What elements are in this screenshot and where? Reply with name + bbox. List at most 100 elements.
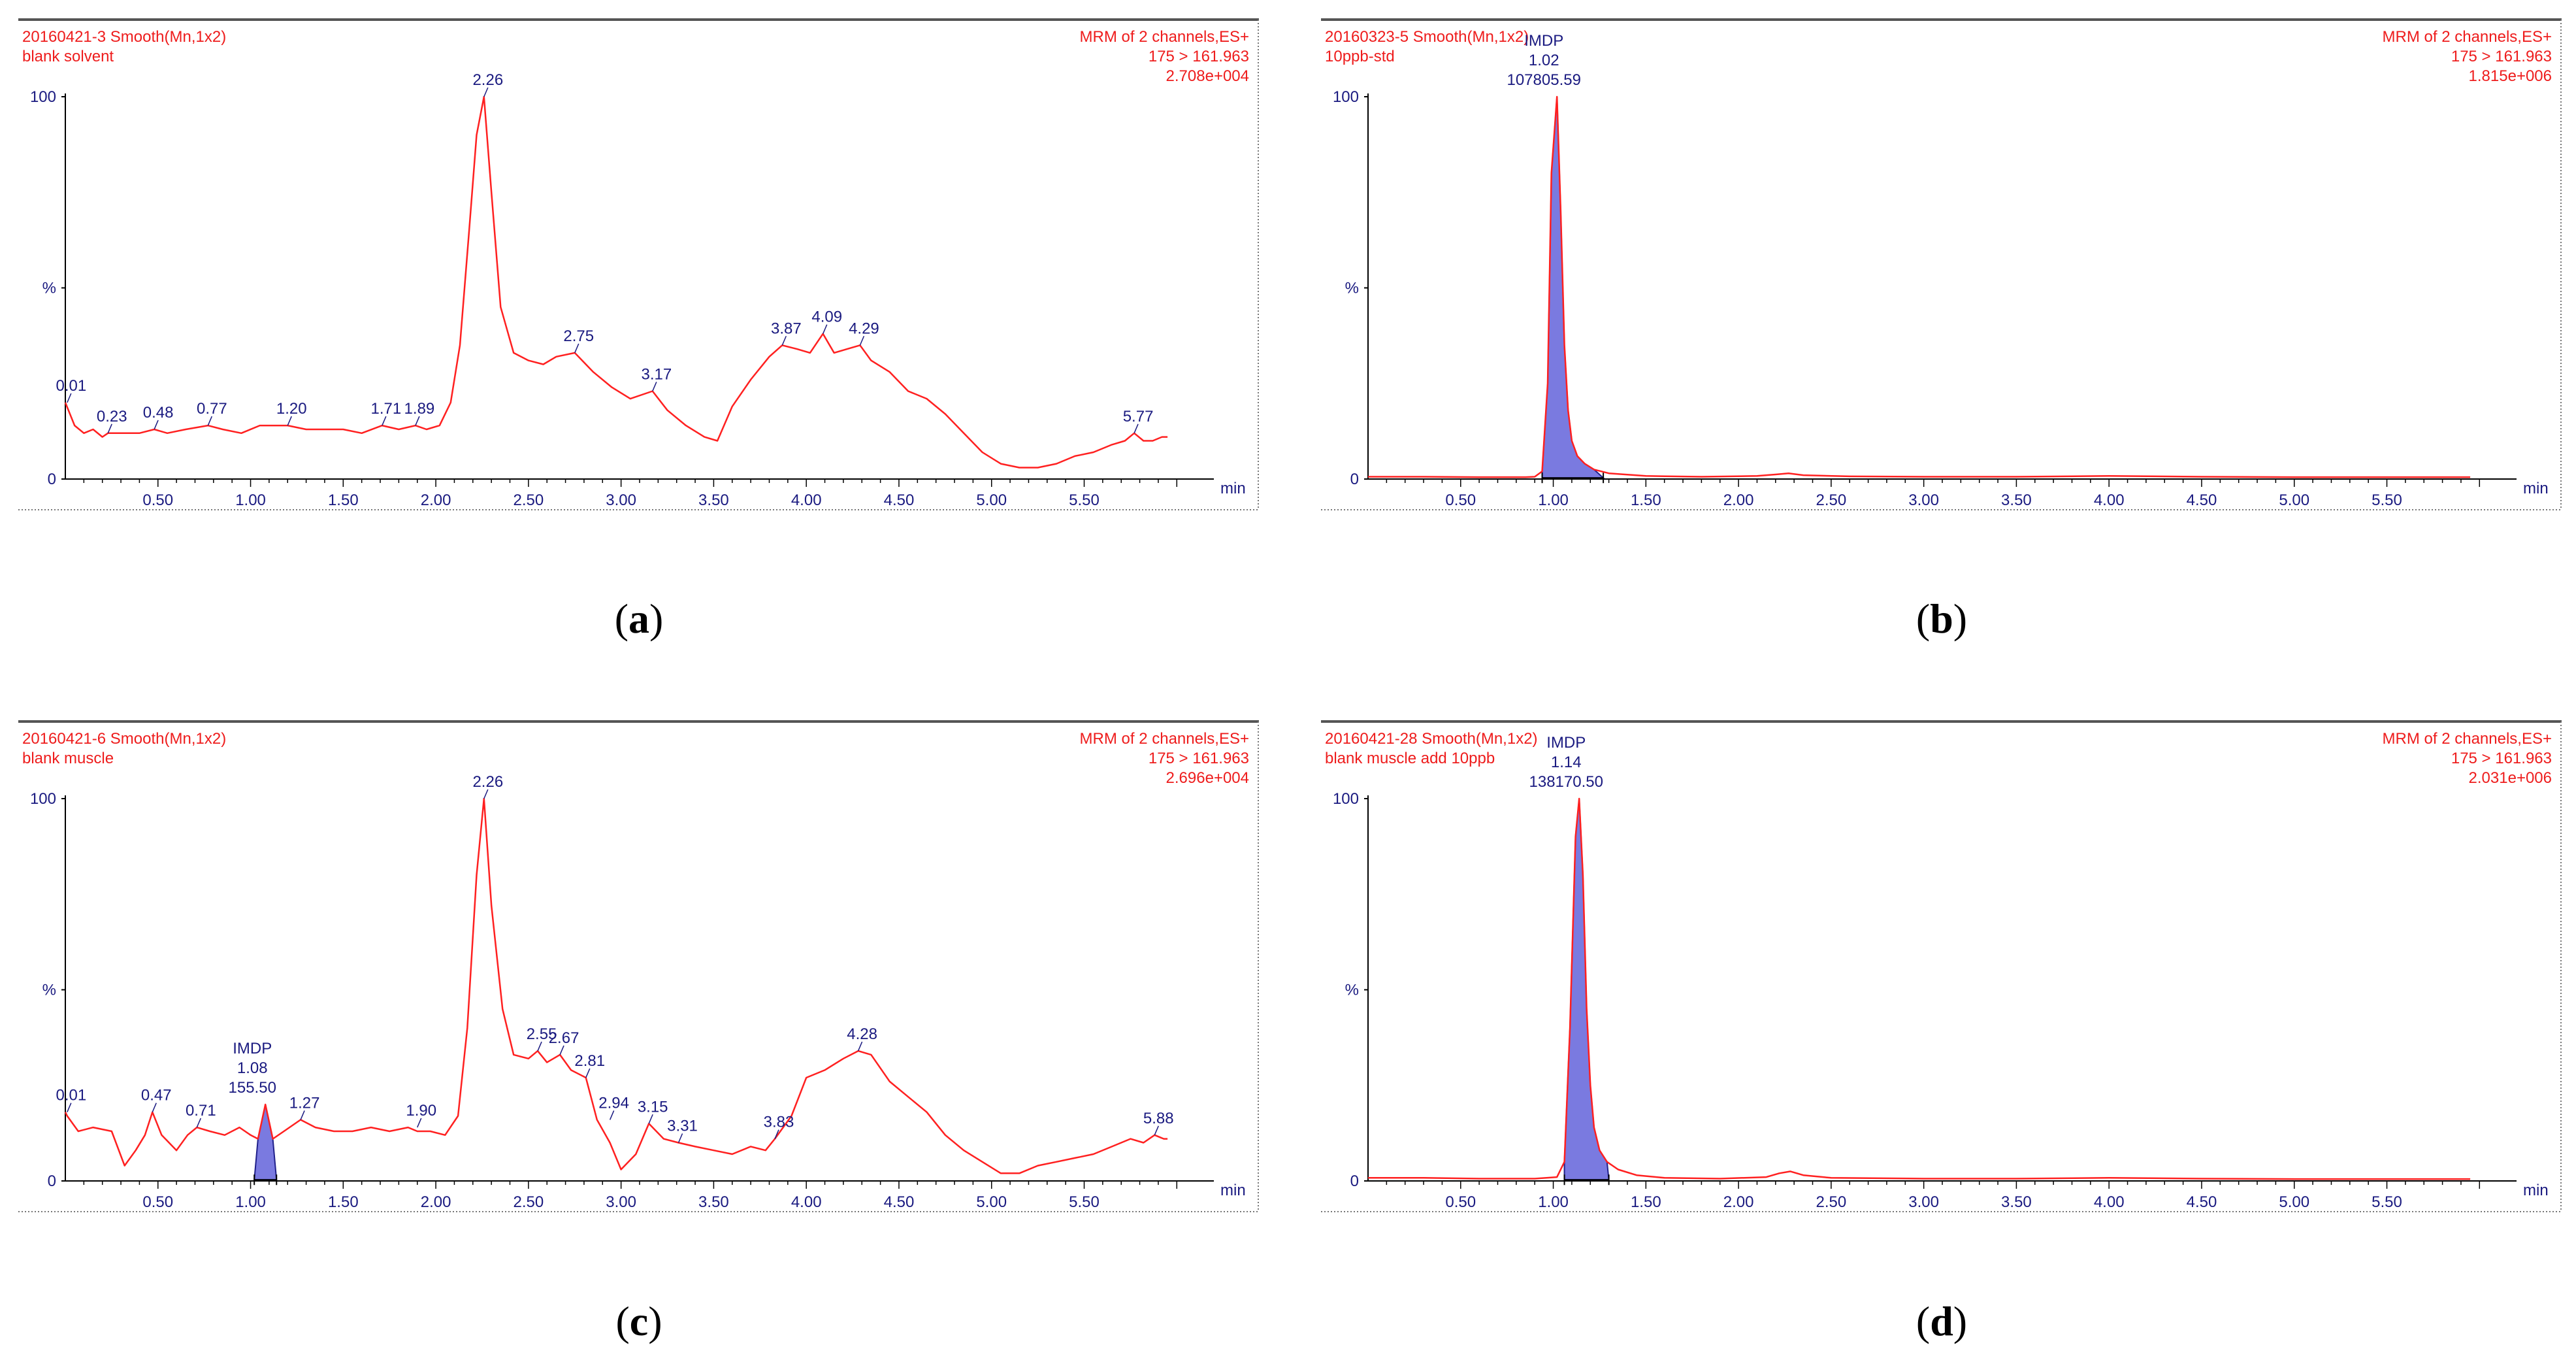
header-left-line-1: 10ppb-std [1325, 48, 1395, 65]
y-tick-label: 100 [1333, 790, 1359, 808]
header-right-line-1: 175 > 161.963 [1149, 750, 1249, 767]
x-tick-label: 4.00 [791, 491, 822, 509]
y-tick-label: 100 [30, 88, 56, 106]
x-tick-label: 1.00 [1538, 1193, 1569, 1211]
y-tick-label: 0 [48, 471, 56, 488]
peak-label: 0.47 [141, 1087, 172, 1104]
x-tick-label: 1.50 [328, 491, 359, 509]
peak-label-leader [483, 87, 489, 97]
peak-label-leader [585, 1068, 591, 1078]
x-tick-label: 2.00 [1723, 491, 1754, 509]
peak-label-leader [1154, 1125, 1159, 1136]
peak-label: 1.27 [289, 1094, 320, 1112]
peak-label-leader [677, 1133, 683, 1143]
y-tick-label: 0 [1350, 1172, 1359, 1190]
peak-label-leader [609, 1110, 615, 1120]
caption-d-letter: d [1930, 1298, 1953, 1344]
y-tick-label: % [42, 280, 56, 297]
peak-label-leader [652, 382, 657, 391]
x-tick-label: 2.50 [514, 491, 544, 509]
header-left-line-1: blank solvent [22, 48, 114, 65]
header-right-line-2: 2.696e+004 [1166, 769, 1249, 787]
header-left-line-1: blank muscle add 10ppb [1325, 750, 1495, 767]
x-tick-label: 3.00 [1908, 491, 1939, 509]
peak-name-label: IMDP [1524, 32, 1563, 50]
peak-label: 0.01 [56, 377, 86, 395]
x-tick-label: 2.00 [421, 1193, 451, 1211]
peak-label: 0.01 [56, 1087, 86, 1104]
peak-label-leader [781, 335, 787, 346]
peak-label-leader [559, 1045, 564, 1055]
trace-line-a [64, 95, 1168, 469]
peak-area-label: 155.50 [229, 1079, 276, 1097]
peak-name-label: IMDP [1546, 734, 1586, 752]
y-tick-label: % [1345, 982, 1359, 999]
peak-label: 4.09 [811, 308, 842, 326]
x-tick-label: 5.00 [976, 1193, 1007, 1211]
peak-label: 4.29 [849, 320, 879, 337]
peak-label: 1.89 [404, 400, 435, 418]
peak-label-leader [415, 416, 420, 426]
header-right-line-2: 2.708e+004 [1166, 67, 1249, 85]
integrated-peak-area [1541, 96, 1605, 479]
peak-label-leader [859, 335, 865, 346]
peak-label-leader [823, 324, 828, 334]
peak-label: 2.94 [598, 1094, 629, 1112]
header-right-line-1: 175 > 161.963 [1149, 48, 1249, 65]
x-tick-label: 4.00 [2094, 491, 2125, 509]
peak-rt-label: 1.14 [1551, 754, 1582, 771]
peak-label-leader [67, 393, 72, 403]
caption-d: (d) [1916, 1298, 1968, 1344]
x-tick-label: 1.50 [328, 1193, 359, 1211]
peak-label-leader [648, 1114, 653, 1124]
x-tick-label: 2.00 [421, 491, 451, 509]
peak-label: 2.26 [472, 773, 503, 791]
x-tick-label: 0.50 [142, 491, 173, 509]
peak-label-leader [67, 1103, 72, 1112]
x-tick-label: 1.00 [235, 491, 266, 509]
peak-label-leader [774, 1129, 779, 1139]
peak-label: 3.31 [667, 1118, 698, 1135]
peak-label-leader [382, 416, 387, 426]
peak-label: 5.77 [1123, 408, 1154, 425]
chromatogram-a: 20160421-3 Smooth(Mn,1x2) blank solvent MR… [18, 18, 1259, 510]
peak-label: 2.75 [563, 327, 594, 345]
header-right-line-1: 175 > 161.963 [2451, 48, 2552, 65]
caption-b-letter: b [1930, 595, 1953, 642]
peak-label-leader [1133, 423, 1139, 434]
peak-label: 0.48 [143, 404, 174, 422]
peak-label: 2.81 [574, 1052, 605, 1070]
x-tick-label: 4.00 [791, 1193, 822, 1211]
chromatogram-c: 20160421-6 Smooth(Mn,1x2) blank muscle MRM… [18, 720, 1259, 1212]
caption-c: (c) [615, 1298, 662, 1344]
y-tick-label: 0 [48, 1172, 56, 1190]
chart-panel-c: 20160421-6 Smooth(Mn,1x2) blank muscle MRM… [18, 720, 1260, 1217]
header-right-line-0: MRM of 2 channels,ES+ [1080, 730, 1249, 748]
x-tick-label: 2.50 [1816, 491, 1847, 509]
peak-label: 0.77 [197, 400, 227, 418]
x-tick-label: 3.50 [2001, 1193, 2032, 1211]
peak-label: 3.15 [638, 1098, 668, 1116]
y-tick-label: 100 [30, 790, 56, 808]
peak-label: 0.23 [97, 408, 127, 425]
x-tick-label: 5.00 [2279, 491, 2309, 509]
x-tick-label: 2.00 [1723, 1193, 1754, 1211]
x-tick-label: 5.50 [1069, 491, 1100, 509]
peak-rt-label: 1.02 [1529, 52, 1559, 69]
x-tick-label: 1.00 [1538, 491, 1569, 509]
y-tick-label: % [1345, 280, 1359, 297]
peak-label-leader [537, 1041, 542, 1052]
x-tick-label: 3.00 [606, 491, 636, 509]
peak-label-leader [574, 343, 579, 354]
y-tick-label: 0 [1350, 471, 1359, 488]
x-tick-label: 3.50 [698, 491, 729, 509]
header-right-line-1: 175 > 161.963 [2451, 750, 2552, 767]
header-right-line-2: 1.815e+006 [2469, 67, 2552, 85]
header-right-line-2: 2.031e+006 [2469, 769, 2552, 787]
header-left-line-0: 20160323-5 Smooth(Mn,1x2) [1325, 28, 1529, 46]
peak-label-leader [196, 1118, 202, 1128]
peak-label-leader [207, 416, 213, 426]
peak-label: 4.28 [847, 1025, 877, 1043]
x-axis-unit: min [2523, 1182, 2549, 1199]
x-axis-unit: min [1220, 1182, 1246, 1199]
